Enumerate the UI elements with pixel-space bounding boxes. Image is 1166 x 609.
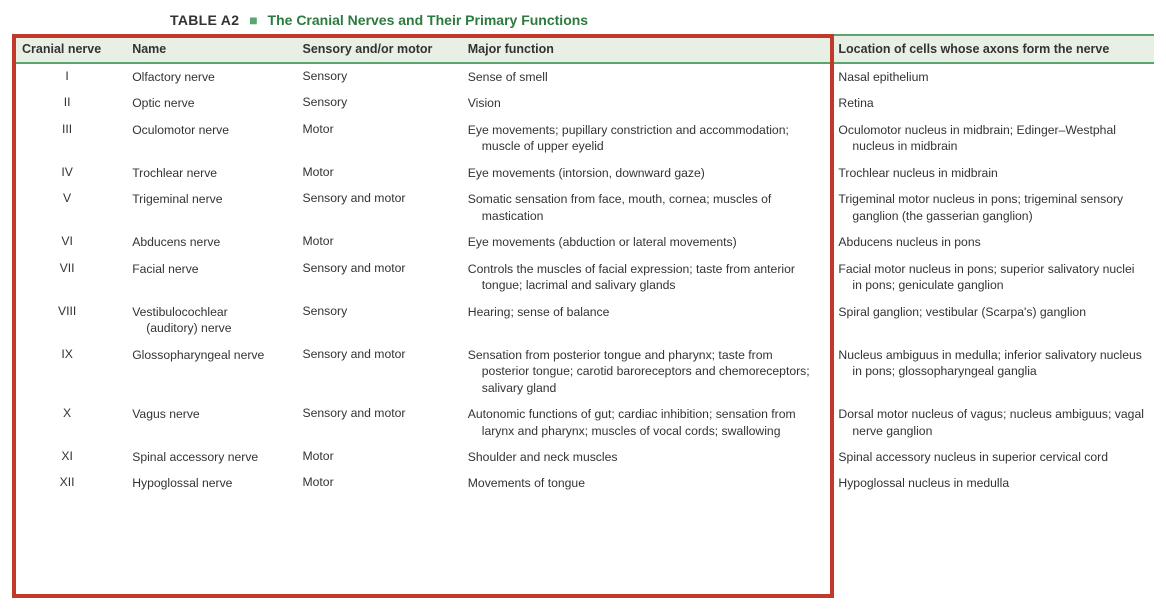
- cell-nerve-name: Oculomotor nerve: [122, 117, 292, 160]
- cell-nerve-location: Nasal epithelium: [828, 63, 1154, 90]
- cell-nerve-number: VIII: [12, 299, 122, 342]
- cell-nerve-function: Shoulder and neck muscles: [458, 444, 829, 470]
- square-bullet-icon: ■: [249, 12, 257, 28]
- cell-nerve-number: X: [12, 401, 122, 444]
- table-header-row: Cranial nerve Name Sensory and/or motor …: [12, 35, 1154, 63]
- cell-nerve-location: Oculomotor nucleus in midbrain; Edinger–…: [828, 117, 1154, 160]
- cell-nerve-function: Vision: [458, 90, 829, 116]
- cell-nerve-type: Sensory: [292, 299, 457, 342]
- cell-nerve-number: III: [12, 117, 122, 160]
- cell-nerve-function: Autonomic functions of gut; cardiac inhi…: [458, 401, 829, 444]
- cell-nerve-type: Sensory and motor: [292, 186, 457, 229]
- cell-nerve-type: Sensory: [292, 90, 457, 116]
- cell-nerve-name: Trochlear nerve: [122, 160, 292, 186]
- table-container: Cranial nerve Name Sensory and/or motor …: [12, 34, 1154, 497]
- cell-nerve-location: Spiral ganglion; vestibular (Scarpa's) g…: [828, 299, 1154, 342]
- cell-nerve-number: VII: [12, 256, 122, 299]
- cell-nerve-type: Motor: [292, 229, 457, 255]
- cell-nerve-name: Vestibulocochlear (auditory) nerve: [122, 299, 292, 342]
- cell-nerve-name: Trigeminal nerve: [122, 186, 292, 229]
- table-row: VIIIVestibulocochlear (auditory) nerveSe…: [12, 299, 1154, 342]
- cell-nerve-location: Trochlear nucleus in midbrain: [828, 160, 1154, 186]
- cell-nerve-location: Retina: [828, 90, 1154, 116]
- col-function: Major function: [458, 35, 829, 63]
- cell-nerve-name: Olfactory nerve: [122, 63, 292, 90]
- cell-nerve-location: Trigeminal motor nucleus in pons; trigem…: [828, 186, 1154, 229]
- table-label: TABLE A2: [170, 12, 239, 28]
- cell-nerve-type: Sensory: [292, 63, 457, 90]
- cell-nerve-location: Facial motor nucleus in pons; superior s…: [828, 256, 1154, 299]
- table-title: TABLE A2 ■ The Cranial Nerves and Their …: [170, 12, 1154, 28]
- cell-nerve-function: Eye movements (intorsion, downward gaze): [458, 160, 829, 186]
- cell-nerve-function: Sensation from posterior tongue and phar…: [458, 342, 829, 401]
- table-row: XVagus nerveSensory and motorAutonomic f…: [12, 401, 1154, 444]
- table-row: IXGlossopharyngeal nerveSensory and moto…: [12, 342, 1154, 401]
- cell-nerve-type: Sensory and motor: [292, 342, 457, 401]
- cell-nerve-function: Hearing; sense of balance: [458, 299, 829, 342]
- cell-nerve-function: Somatic sensation from face, mouth, corn…: [458, 186, 829, 229]
- cell-nerve-location: Dorsal motor nucleus of vagus; nucleus a…: [828, 401, 1154, 444]
- cell-nerve-function: Controls the muscles of facial expressio…: [458, 256, 829, 299]
- cell-nerve-number: IX: [12, 342, 122, 401]
- cell-nerve-number: II: [12, 90, 122, 116]
- table-row: VTrigeminal nerveSensory and motorSomati…: [12, 186, 1154, 229]
- cell-nerve-type: Motor: [292, 470, 457, 496]
- cell-nerve-name: Hypoglossal nerve: [122, 470, 292, 496]
- table-row: VIIFacial nerveSensory and motorControls…: [12, 256, 1154, 299]
- col-location: Location of cells whose axons form the n…: [828, 35, 1154, 63]
- cell-nerve-location: Nucleus ambiguus in medulla; inferior sa…: [828, 342, 1154, 401]
- cell-nerve-function: Sense of smell: [458, 63, 829, 90]
- cell-nerve-name: Spinal accessory nerve: [122, 444, 292, 470]
- cell-nerve-name: Vagus nerve: [122, 401, 292, 444]
- cell-nerve-type: Sensory and motor: [292, 401, 457, 444]
- cell-nerve-location: Spinal accessory nucleus in superior cer…: [828, 444, 1154, 470]
- cell-nerve-name: Facial nerve: [122, 256, 292, 299]
- cell-nerve-location: Hypoglossal nucleus in medulla: [828, 470, 1154, 496]
- table-row: XIIHypoglossal nerveMotorMovements of to…: [12, 470, 1154, 496]
- cell-nerve-function: Movements of tongue: [458, 470, 829, 496]
- col-cranial-nerve: Cranial nerve: [12, 35, 122, 63]
- cell-nerve-type: Sensory and motor: [292, 256, 457, 299]
- cell-nerve-number: I: [12, 63, 122, 90]
- cell-nerve-function: Eye movements; pupillary constriction an…: [458, 117, 829, 160]
- cell-nerve-number: V: [12, 186, 122, 229]
- table-row: IOlfactory nerveSensorySense of smellNas…: [12, 63, 1154, 90]
- cell-nerve-type: Motor: [292, 117, 457, 160]
- table-title-text: The Cranial Nerves and Their Primary Fun…: [268, 12, 589, 28]
- cell-nerve-name: Glossopharyngeal nerve: [122, 342, 292, 401]
- cell-nerve-type: Motor: [292, 160, 457, 186]
- table-row: XISpinal accessory nerveMotorShoulder an…: [12, 444, 1154, 470]
- cranial-nerves-table: Cranial nerve Name Sensory and/or motor …: [12, 34, 1154, 497]
- cell-nerve-name: Abducens nerve: [122, 229, 292, 255]
- cell-nerve-name: Optic nerve: [122, 90, 292, 116]
- cell-nerve-number: XII: [12, 470, 122, 496]
- table-row: VIAbducens nerveMotorEye movements (abdu…: [12, 229, 1154, 255]
- cell-nerve-function: Eye movements (abduction or lateral move…: [458, 229, 829, 255]
- table-row: IIIOculomotor nerveMotorEye movements; p…: [12, 117, 1154, 160]
- table-row: IIOptic nerveSensoryVisionRetina: [12, 90, 1154, 116]
- col-type: Sensory and/or motor: [292, 35, 457, 63]
- cell-nerve-number: IV: [12, 160, 122, 186]
- cell-nerve-location: Abducens nucleus in pons: [828, 229, 1154, 255]
- col-name: Name: [122, 35, 292, 63]
- table-row: IVTrochlear nerveMotorEye movements (int…: [12, 160, 1154, 186]
- cell-nerve-number: XI: [12, 444, 122, 470]
- cell-nerve-number: VI: [12, 229, 122, 255]
- cell-nerve-type: Motor: [292, 444, 457, 470]
